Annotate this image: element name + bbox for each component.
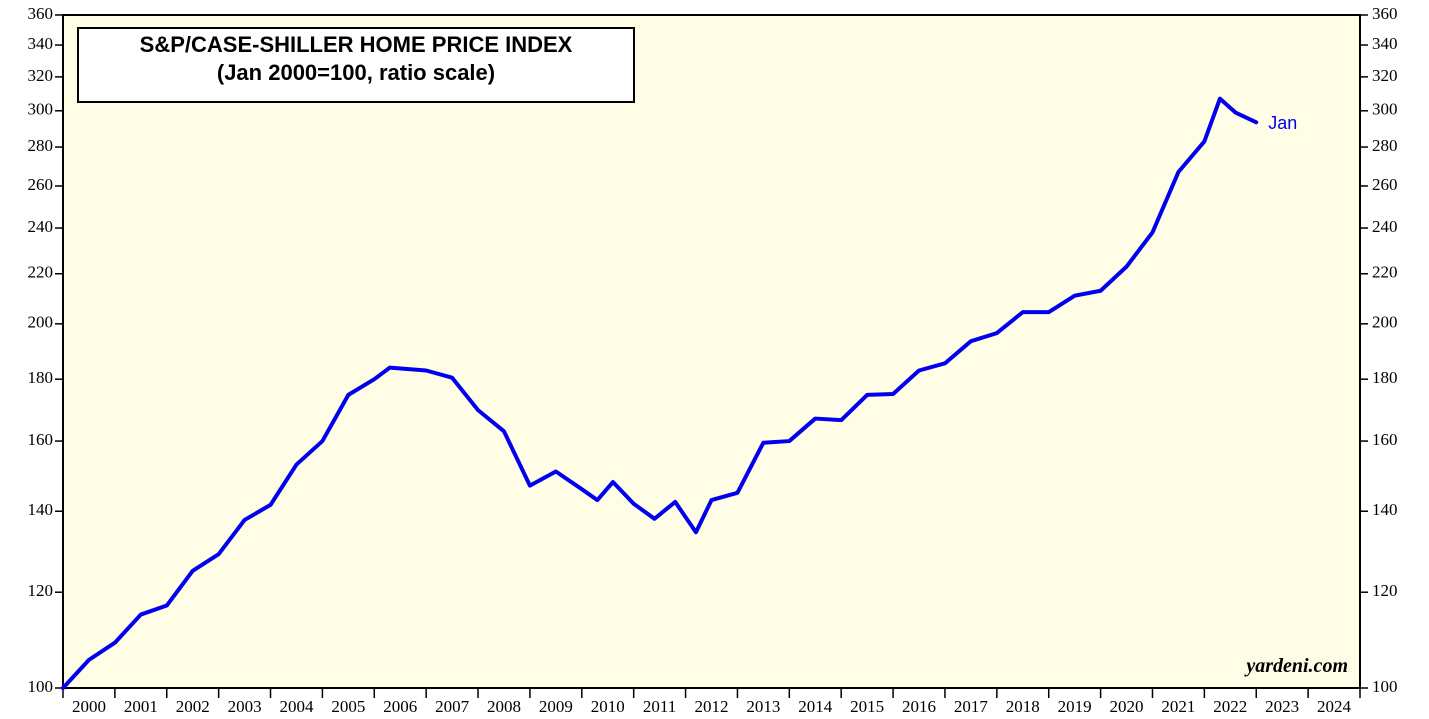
x-tick-label: 2015 <box>850 697 884 716</box>
y2-tick-label: 260 <box>1372 175 1398 194</box>
chart-subtitle: (Jan 2000=100, ratio scale) <box>217 60 495 85</box>
x-tick-label: 2010 <box>591 697 625 716</box>
x-tick-label: 2023 <box>1265 697 1299 716</box>
title-box <box>77 27 635 103</box>
y2-tick-label: 360 <box>1372 4 1398 23</box>
y-tick-label: 240 <box>28 217 54 236</box>
x-tick-label: 2024 <box>1317 697 1352 716</box>
y-tick-label: 260 <box>28 175 54 194</box>
x-tick-label: 2008 <box>487 697 521 716</box>
series-line <box>61 96 1259 690</box>
x-tick-label: 2013 <box>746 697 780 716</box>
y-tick-label: 360 <box>28 4 54 23</box>
y2-tick-label: 300 <box>1372 100 1398 119</box>
y2-tick-label: 340 <box>1372 34 1398 53</box>
y-tick-label: 180 <box>28 368 54 387</box>
x-tick-label: 2005 <box>331 697 365 716</box>
x-tick-label: 2012 <box>695 697 729 716</box>
y-tick-label: 300 <box>28 100 54 119</box>
x-tick-label: 2007 <box>435 697 470 716</box>
x-tick-label: 2017 <box>954 697 989 716</box>
source: yardeni.com <box>1244 655 1348 677</box>
y2-tick-label: 200 <box>1372 313 1398 332</box>
y2-tick-label: 240 <box>1372 217 1398 236</box>
x-tick-label: 2011 <box>643 697 676 716</box>
y2-tick-label: 140 <box>1372 500 1398 519</box>
x-tick-label: 2018 <box>1006 697 1040 716</box>
y-tick-label: 140 <box>28 500 54 519</box>
x-tick-label: 2003 <box>228 697 262 716</box>
y-tick-label: 200 <box>28 313 54 332</box>
y2-tick-label: 320 <box>1372 66 1398 85</box>
y-tick-label: 100 <box>28 677 54 696</box>
x-tick-label: 2021 <box>1161 697 1195 716</box>
x-tick-label: 2009 <box>539 697 573 716</box>
y2-tick-label: 280 <box>1372 136 1398 155</box>
x-tick-label: 2006 <box>383 697 417 716</box>
y-tick-label: 160 <box>28 430 54 449</box>
x-tick-label: 2002 <box>176 697 210 716</box>
x-tick-label: 2000 <box>72 697 106 716</box>
x-tick-label: 2016 <box>902 697 936 716</box>
x-tick-label: 2004 <box>279 697 314 716</box>
y2-tick-label: 180 <box>1372 368 1398 387</box>
y2-tick-label: 220 <box>1372 263 1398 282</box>
y-tick-label: 320 <box>28 66 54 85</box>
x-tick-label: 2014 <box>798 697 833 716</box>
y2-tick-label: 120 <box>1372 581 1398 600</box>
y2-tick-label: 100 <box>1372 677 1398 696</box>
y-tick-label: 340 <box>28 34 54 53</box>
y-tick-label: 120 <box>28 581 54 600</box>
x-tick-label: 2022 <box>1213 697 1247 716</box>
plot-area <box>62 14 1361 689</box>
y2-tick-label: 160 <box>1372 430 1398 449</box>
y-tick-label: 220 <box>28 263 54 282</box>
x-tick-label: 2019 <box>1058 697 1092 716</box>
x-tick-label: 2020 <box>1110 697 1144 716</box>
x-tick-label: 2001 <box>124 697 158 716</box>
end-annotation: Jan <box>1268 113 1297 133</box>
y-tick-label: 280 <box>28 136 54 155</box>
chart-title: S&P/CASE-SHILLER HOME PRICE INDEX <box>140 32 573 57</box>
